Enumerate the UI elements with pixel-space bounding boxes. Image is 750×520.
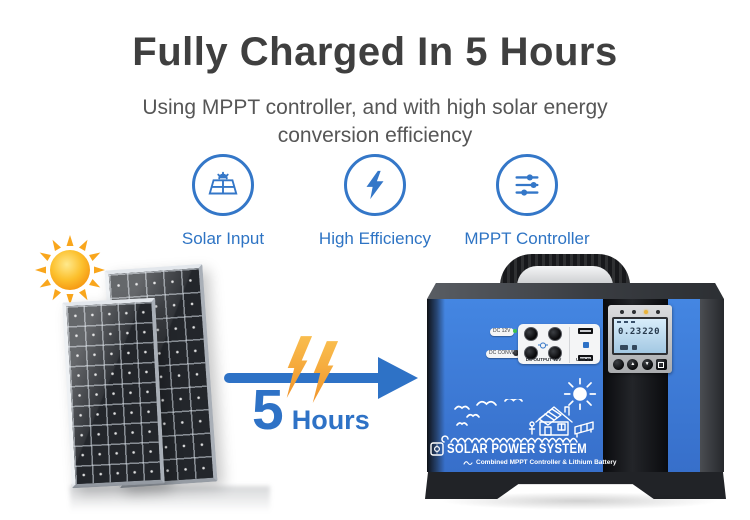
dc-port bbox=[548, 346, 563, 360]
feature-label: Solar Input bbox=[181, 229, 265, 248]
feature-row: Solar Input High Efficiency bbox=[0, 154, 750, 249]
wave-line-graphic bbox=[441, 435, 578, 444]
charge-arrow-shaft bbox=[224, 373, 382, 383]
led-indicator bbox=[644, 310, 648, 314]
brand-tagline: Combined MPPT Controller & Lithium Batte… bbox=[476, 459, 617, 466]
lcd-battery-icon bbox=[620, 345, 637, 350]
panel-buttons: ▲ ▼ bbox=[612, 359, 668, 370]
lcd-value-left: 0.23 bbox=[618, 327, 642, 337]
device-shadow bbox=[440, 492, 720, 510]
dc-port-grid bbox=[521, 327, 565, 363]
dc-port bbox=[548, 327, 563, 341]
solar-panel-front bbox=[62, 297, 165, 489]
feature-label: High Efficiency bbox=[318, 229, 432, 248]
control-panel: 0.23 220 ▲ ▼ bbox=[608, 305, 672, 373]
page-subtitle: Using MPPT controller, and with high sol… bbox=[142, 96, 608, 148]
feature-high-efficiency: High Efficiency bbox=[299, 154, 451, 249]
house-graphic bbox=[528, 406, 594, 438]
device-right-side bbox=[700, 299, 724, 472]
feature-solar-input: Solar Input bbox=[147, 154, 299, 249]
dc-center-icon bbox=[538, 342, 549, 348]
port-panel: DC OUTPUT 12V USB 5V bbox=[518, 324, 600, 364]
lcd-values: 0.23 220 bbox=[614, 327, 664, 337]
solar-panel-icon bbox=[192, 154, 254, 216]
usb-column bbox=[569, 327, 597, 363]
birds-graphic bbox=[454, 399, 523, 426]
lightning-bolt-icon bbox=[312, 341, 339, 403]
panel-reflection bbox=[70, 486, 270, 512]
tagline-row: Combined MPPT Controller & Lithium Batte… bbox=[463, 459, 616, 466]
brand-name: SOLAR POWER SYSTEM bbox=[447, 441, 588, 456]
lcd-value-right: 220 bbox=[642, 327, 660, 337]
device-body: DC 12V DC CONVERTER DC bbox=[427, 299, 724, 472]
lcd-display: 0.23 220 bbox=[612, 317, 668, 355]
device-top-face bbox=[427, 283, 724, 299]
panel-button-up: ▲ bbox=[627, 359, 639, 370]
device-left-edge bbox=[427, 299, 445, 472]
brand-row: SOLAR POWER SYSTEM bbox=[430, 441, 614, 456]
usb-port bbox=[578, 328, 594, 334]
duration-number: 5 bbox=[252, 378, 284, 442]
panel-button-power bbox=[613, 359, 624, 370]
indicator-dot bbox=[513, 329, 517, 333]
lightning-icon bbox=[344, 154, 406, 216]
port-captions: DC OUTPUT 12V USB 5V bbox=[522, 357, 596, 362]
led-indicator bbox=[656, 310, 660, 314]
dc-switch-button bbox=[513, 350, 519, 356]
page-title: Fully Charged In 5 Hours bbox=[132, 30, 618, 74]
duration-text: 5 Hours bbox=[252, 382, 370, 439]
port-pill-bottom: DC CONVERTER bbox=[486, 350, 532, 358]
sliders-icon bbox=[496, 154, 558, 216]
duration-unit: Hours bbox=[291, 405, 370, 435]
brand-logo-icon bbox=[430, 441, 444, 456]
lightning-bolt-icon bbox=[286, 336, 313, 398]
device-handle bbox=[500, 254, 630, 286]
led-indicators bbox=[616, 310, 664, 314]
charge-arrow-head bbox=[378, 357, 418, 399]
sun-illustration bbox=[34, 234, 106, 306]
dc-port bbox=[524, 327, 538, 341]
usb-icon bbox=[582, 341, 589, 348]
lcd-status-icons bbox=[617, 321, 635, 323]
tagline-wave-icon bbox=[463, 460, 473, 465]
led-indicator bbox=[632, 310, 636, 314]
usb-port bbox=[578, 355, 594, 361]
dc-port bbox=[524, 346, 538, 360]
port-pill-top: DC 12V bbox=[490, 328, 514, 336]
panel-button-menu bbox=[655, 359, 667, 370]
power-station: DC 12V DC CONVERTER DC bbox=[420, 252, 732, 510]
led-indicator bbox=[620, 310, 624, 314]
feature-label: MPPT Controller bbox=[464, 229, 590, 248]
dc-output-label: DC OUTPUT 12V bbox=[525, 357, 562, 363]
feature-mppt-controller: MPPT Controller bbox=[451, 154, 603, 249]
device-sun-graphic bbox=[563, 377, 597, 411]
panel-button-down: ▼ bbox=[641, 359, 653, 370]
usb-label: USB 5V bbox=[576, 357, 593, 363]
